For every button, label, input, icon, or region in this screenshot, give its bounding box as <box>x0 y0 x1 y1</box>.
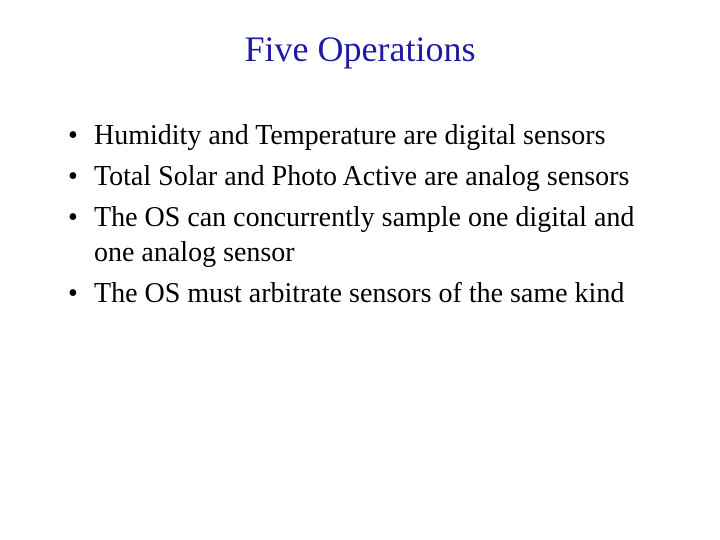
list-item: Total Solar and Photo Active are analog … <box>68 159 670 194</box>
slide-title: Five Operations <box>40 28 680 70</box>
list-item: Humidity and Temperature are digital sen… <box>68 118 670 153</box>
slide: Five Operations Humidity and Temperature… <box>0 0 720 540</box>
list-item: The OS must arbitrate sensors of the sam… <box>68 276 670 311</box>
list-item: The OS can concurrently sample one digit… <box>68 200 670 270</box>
bullet-list: Humidity and Temperature are digital sen… <box>40 118 680 311</box>
